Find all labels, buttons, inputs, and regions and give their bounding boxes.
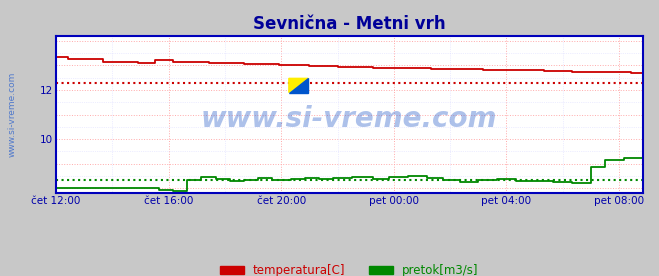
Text: www.si-vreme.com: www.si-vreme.com [201, 105, 498, 133]
Polygon shape [289, 78, 308, 92]
Legend: temperatura[C], pretok[m3/s]: temperatura[C], pretok[m3/s] [215, 259, 483, 276]
Text: www.si-vreme.com: www.si-vreme.com [7, 72, 16, 157]
Title: Sevnična - Metni vrh: Sevnična - Metni vrh [253, 15, 445, 33]
Polygon shape [289, 78, 308, 92]
